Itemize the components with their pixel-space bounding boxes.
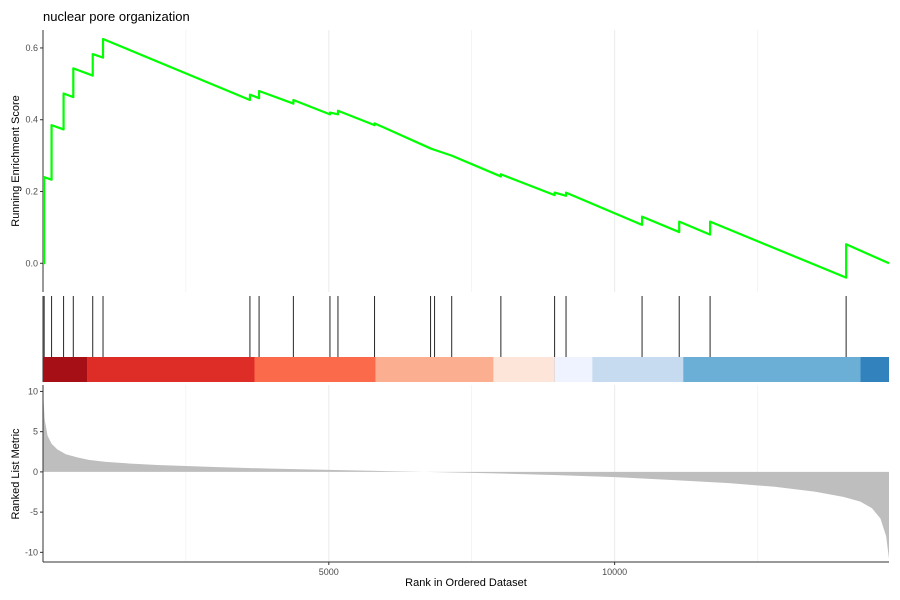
- color-band-segment: [493, 357, 555, 382]
- ranked-metric-y-tick-label: 10: [28, 386, 38, 396]
- x-axis-title: Rank in Ordered Dataset: [405, 577, 527, 589]
- x-tick-label: 10000: [602, 567, 627, 577]
- color-band-segment: [860, 357, 889, 382]
- color-band-segment: [43, 357, 88, 382]
- ranked-metric-y-tick-label: 0: [33, 467, 38, 477]
- color-band-segment: [554, 357, 593, 382]
- ranked-metric-y-tick-label: -5: [30, 507, 38, 517]
- chart-title: nuclear pore organization: [43, 9, 190, 24]
- color-band-segment: [683, 357, 861, 382]
- ranked-metric-y-tick-label: 5: [33, 427, 38, 437]
- running-score-y-tick-label: 0.0: [25, 258, 38, 268]
- running-score-panel: 0.0 0.2 0.4 0.6: [25, 30, 890, 292]
- color-band-segment: [592, 357, 684, 382]
- ranked-metric-axis-title: Ranked List Metric: [10, 428, 22, 520]
- color-band-segment: [375, 357, 494, 382]
- ranked-metric-area: [43, 391, 889, 559]
- running-score-y-tick-label: 0.4: [25, 115, 38, 125]
- running-score-y-tick-label: 0.2: [25, 187, 38, 197]
- color-band-segment: [87, 357, 255, 382]
- color-band-segment: [254, 357, 376, 382]
- running-score-line: [43, 37, 890, 279]
- running-score-y-tick-label: 0.6: [25, 43, 38, 53]
- rank-color-band: [43, 357, 889, 382]
- x-tick-label: 5000: [319, 567, 339, 577]
- running-score-axis-title: Running Enrichment Score: [10, 95, 22, 226]
- ranked-metric-y-tick-label: -10: [25, 547, 38, 557]
- ranked-metric-panel: -10 -5 0 5 10 5000 10000: [25, 385, 889, 577]
